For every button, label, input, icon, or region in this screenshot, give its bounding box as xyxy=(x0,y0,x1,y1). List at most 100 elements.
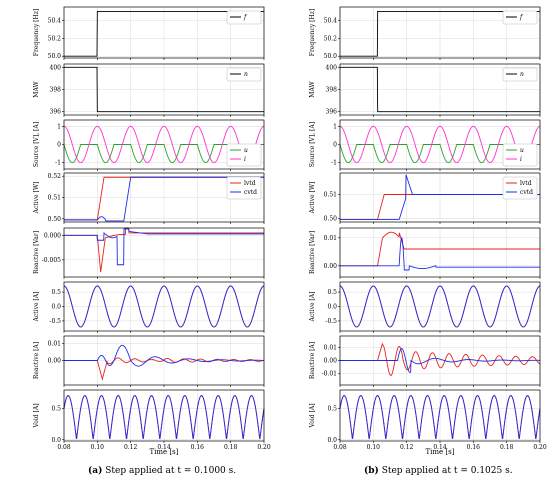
y-tick-label: 0.52 xyxy=(48,173,62,180)
y-tick-label: 0.000 xyxy=(44,232,61,239)
y-tick-label: -0.5 xyxy=(49,318,61,325)
y-axis-label: MAW xyxy=(33,80,40,97)
x-tick-label: 0.10 xyxy=(367,444,381,451)
y-axis-label: Frequency [Hz] xyxy=(33,9,40,56)
void-current-line xyxy=(63,395,265,439)
legend-label: cvtd xyxy=(244,189,257,196)
x-tick-label: 0.12 xyxy=(400,444,414,451)
x-tick-label: 0.16 xyxy=(467,444,481,451)
y-tick-label: 0 xyxy=(333,142,337,149)
legend-label: cvtd xyxy=(520,189,533,196)
caption-b: (b) Step applied at t = 0.1025 s. xyxy=(364,466,513,476)
y-tick-label: -1 xyxy=(55,160,61,167)
cvtd-line xyxy=(340,348,541,373)
y-tick-label: 0 xyxy=(57,142,61,149)
legend-box xyxy=(502,67,538,82)
legend-box xyxy=(226,67,262,82)
panel-reactive_current-b: -0.01 0.00 0.01 Reactive [A] xyxy=(309,335,541,387)
panel-active_current-b: -0.5 0.0 0.5 Active [A] xyxy=(309,281,541,333)
y-tick-label: 50.2 xyxy=(324,35,338,42)
caption-a: (a) Step applied at t = 0.1000 s. xyxy=(88,466,236,476)
y-tick-label: 0.0 xyxy=(327,437,337,444)
y-tick-label: 0.5 xyxy=(327,406,337,413)
panel-active_power-a: 0.50 0.51 0.52 Active [W] lvtd cvtd xyxy=(33,172,265,224)
y-axis-label: Source [V], [A] xyxy=(33,122,40,167)
panel-active_power-b: 0.50 0.51 Active [W] lvtd cvtd xyxy=(309,172,541,224)
legend: n xyxy=(502,67,538,82)
cvtd-line xyxy=(64,228,264,266)
x-tick-label: 0.18 xyxy=(224,444,238,451)
y-axis-label: Active [A] xyxy=(33,292,40,323)
y-tick-label: -0.01 xyxy=(322,371,337,378)
x-tick-label: 0.14 xyxy=(157,444,171,451)
i-line xyxy=(63,125,265,164)
y-tick-label: 1 xyxy=(333,123,337,130)
y-tick-label: 396 xyxy=(50,109,62,116)
panel-frequency-a: 50.0 50.2 50.4 Frequency [Hz] f xyxy=(33,6,265,60)
y-tick-label: 396 xyxy=(326,109,338,116)
y-axis-label: Source [V], [A] xyxy=(309,122,316,167)
y-axis-label: MAW xyxy=(309,80,316,97)
x-tick-label: 0.16 xyxy=(191,444,205,451)
panel-reactive_power-b: 0.00 0.01 Reactive [Var] xyxy=(309,227,541,279)
y-axis-label: Void [A] xyxy=(309,403,316,428)
y-tick-label: 400 xyxy=(50,64,62,71)
y-axis-label: Active [A] xyxy=(309,292,316,323)
caption-a-tag: (a) xyxy=(88,466,103,476)
caption-b-text: Step applied at t = 0.1025 s. xyxy=(381,466,513,476)
legend-box xyxy=(226,10,262,25)
x-axis-label: Time [s] xyxy=(150,448,179,456)
x-tick-label: 0.20 xyxy=(257,444,271,451)
legend-label: f xyxy=(519,14,524,21)
y-tick-label: 0.00 xyxy=(48,358,62,365)
y-tick-label: 0.5 xyxy=(51,406,61,413)
y-tick-label: 0.00 xyxy=(324,263,338,270)
x-tick-label: 0.10 xyxy=(91,444,105,451)
y-tick-label: 50.0 xyxy=(324,53,338,60)
y-tick-label: 0.5 xyxy=(327,289,337,296)
x-tick-label: 0.08 xyxy=(333,444,347,451)
legend: lvtd cvtd xyxy=(502,176,538,200)
y-tick-label: 0.0 xyxy=(327,304,337,311)
y-axis-label: Reactive [Var] xyxy=(309,231,316,274)
panel-void_current-a: 0.0 0.5 0.08 0.10 0.12 0.14 0.16 0.18 0.20 Void [… xyxy=(33,389,271,451)
y-tick-label: 0.01 xyxy=(48,341,61,348)
legend: lvtd cvtd xyxy=(226,176,262,200)
y-axis-label: Reactive [A] xyxy=(309,342,316,379)
y-axis-label: Reactive [Var] xyxy=(33,231,40,274)
y-tick-label: 0.51 xyxy=(48,195,61,202)
x-tick-label: 0.14 xyxy=(433,444,447,451)
y-tick-label: 0.00 xyxy=(324,358,338,365)
x-tick-label: 0.12 xyxy=(124,444,138,451)
active-current-line xyxy=(339,285,541,328)
legend: ui xyxy=(502,143,538,167)
panel-maw-b: 396 398 400 MAW n xyxy=(309,63,541,117)
n-line xyxy=(64,66,264,113)
y-tick-label: 50.4 xyxy=(324,17,338,24)
legend: f xyxy=(226,10,262,25)
legend-label: n xyxy=(244,71,248,78)
panel-source-b: -1 0 1 Source [V], [A] ui xyxy=(309,119,541,171)
void-current-line xyxy=(339,395,541,439)
y-tick-label: -0.5 xyxy=(325,318,337,325)
y-axis-label: Active [W] xyxy=(33,182,40,215)
panel-frequency-b: 50.0 50.2 50.4 Frequency [Hz] f xyxy=(309,6,541,60)
panel-reactive_power-a: -0.005 0.000 Reactive [Var] xyxy=(33,227,265,279)
y-tick-label: 1 xyxy=(57,123,61,130)
y-tick-label: 50.4 xyxy=(48,17,62,24)
y-tick-label: 0.5 xyxy=(51,289,61,296)
legend-box xyxy=(502,10,538,25)
legend: ui xyxy=(226,143,262,167)
y-axis-label: Frequency [Hz] xyxy=(309,9,316,56)
y-tick-label: 0.50 xyxy=(324,215,338,222)
legend-label: lvtd xyxy=(244,180,256,187)
n-line xyxy=(340,66,540,113)
y-tick-label: 50.2 xyxy=(48,35,62,42)
x-tick-label: 0.18 xyxy=(500,444,514,451)
y-tick-label: 0.0 xyxy=(51,437,61,444)
x-axis-label: Time [s] xyxy=(426,448,455,456)
y-axis-label: Active [W] xyxy=(309,182,316,215)
panel-maw-a: 396 398 400 MAW n xyxy=(33,63,265,117)
y-tick-label: -0.005 xyxy=(42,257,61,264)
